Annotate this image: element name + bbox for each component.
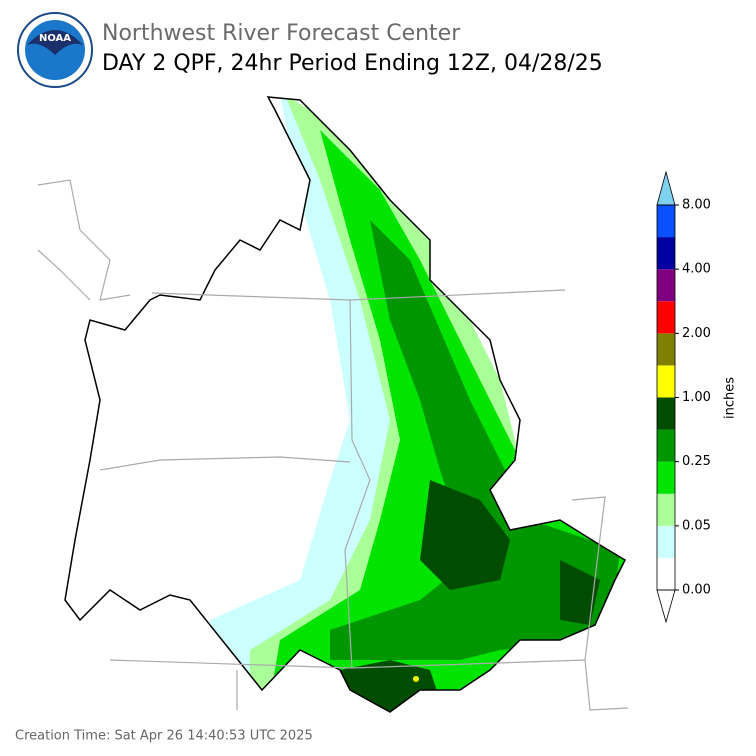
colorbar-swatch <box>657 429 675 462</box>
colorbar-swatch <box>657 333 675 366</box>
svg-text:NOAA: NOAA <box>39 33 71 44</box>
noaa-logo: NOAA <box>17 12 93 88</box>
colorbar-tick-label: 1.00 <box>682 390 711 405</box>
colorbar-tick-label: 2.00 <box>682 326 711 341</box>
colorbar-swatch <box>657 461 675 494</box>
colorbar-tick-label: 4.00 <box>682 262 711 277</box>
colorbar-swatch <box>657 525 675 558</box>
subtitle: DAY 2 QPF, 24hr Period Ending 12Z, 04/28… <box>102 51 603 76</box>
colorbar-tick-label: 8.00 <box>682 198 711 213</box>
colorbar-over <box>656 170 676 206</box>
colorbar-swatch <box>657 493 675 526</box>
colorbar-unit: inches <box>723 377 738 419</box>
colorbar-tick-label: 0.25 <box>682 454 711 469</box>
colorbar-tick-label: 0.00 <box>682 583 711 598</box>
colorbar-swatch <box>657 205 675 238</box>
colorbar-swatch <box>657 301 675 334</box>
colorbar-swatch <box>657 365 675 398</box>
colorbar-swatch <box>657 237 675 270</box>
creation-time: Creation Time: Sat Apr 26 14:40:53 UTC 2… <box>15 729 313 744</box>
title: Northwest River Forecast Center <box>102 21 461 46</box>
colorbar: 0.00 0.05 0.25 1.00 2.00 4.00 8.00 <box>656 170 711 624</box>
colorbar-under <box>656 589 676 624</box>
colorbar-tick-label: 0.05 <box>682 518 711 533</box>
map <box>37 96 629 713</box>
colorbar-swatch <box>657 269 675 302</box>
colorbar-swatch <box>657 397 675 430</box>
colorbar-swatch <box>657 557 675 590</box>
